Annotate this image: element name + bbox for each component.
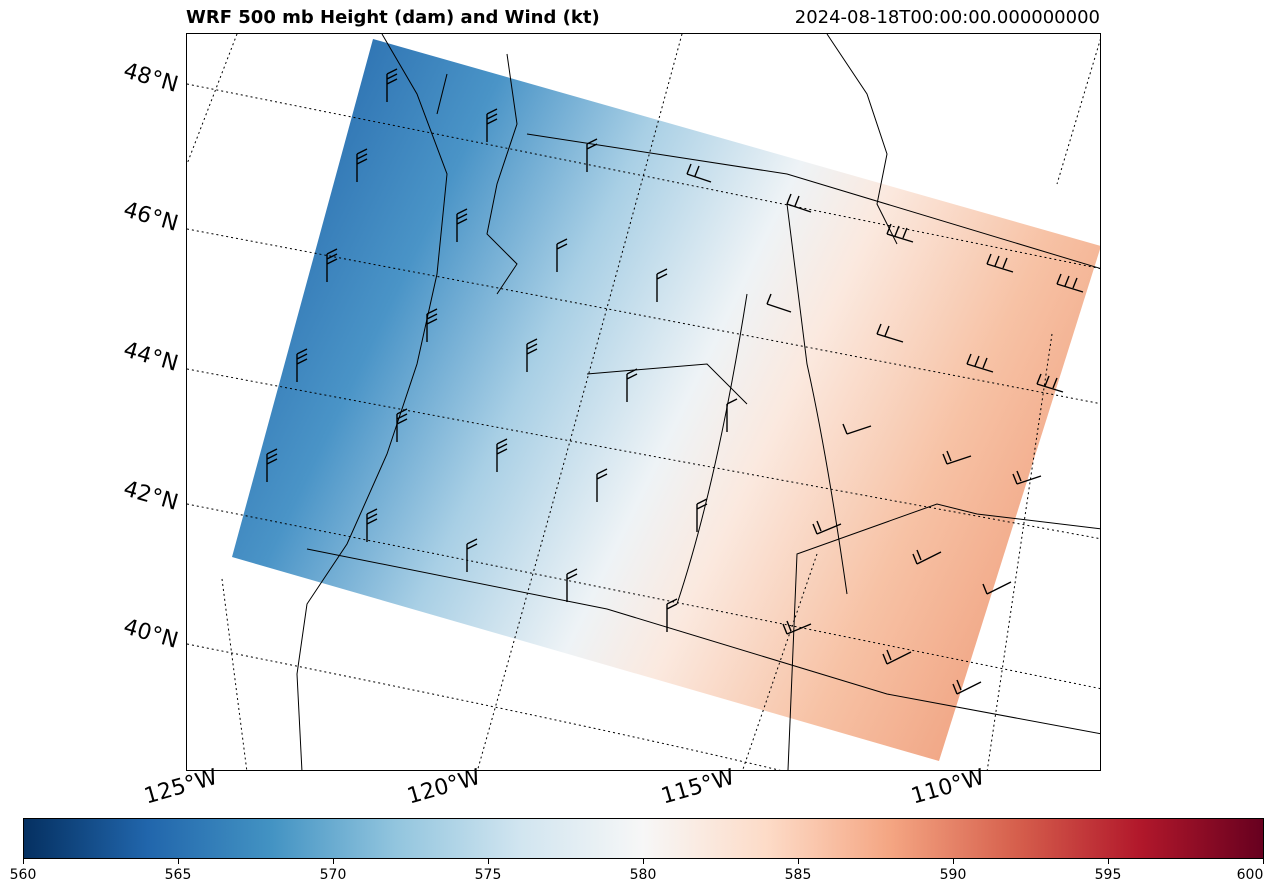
map-title: WRF 500 mb Height (dam) and Wind (kt) [186, 7, 600, 28]
lon-label-125: 125°W [141, 764, 221, 810]
colorbar-tick-label: 560 [9, 867, 37, 883]
colorbar [23, 818, 1264, 859]
colorbar-tick-label: 570 [319, 867, 347, 883]
lon-label-115: 115°W [658, 764, 738, 810]
coastlines [296, 34, 1100, 770]
colorbar-tick-label: 580 [629, 867, 657, 883]
map-canvas [187, 34, 1100, 770]
lat-label-46: 46°N [120, 197, 181, 237]
lat-label-42: 42°N [120, 476, 181, 516]
map-panel[interactable] [186, 33, 1101, 771]
wind-barbs [266, 68, 1084, 695]
lat-label-40: 40°N [120, 614, 181, 654]
colorbar-tick-label: 565 [164, 867, 192, 883]
valid-time: 2024-08-18T00:00:00.000000000 [794, 7, 1100, 28]
colorbar-tick-label: 575 [474, 867, 502, 883]
colorbar-tick-label: 595 [1094, 867, 1122, 883]
graticule [187, 34, 1100, 770]
lat-label-48: 48°N [120, 58, 181, 98]
colorbar-tick-label: 600 [1236, 867, 1264, 883]
lat-label-44: 44°N [120, 337, 181, 377]
lon-label-110: 110°W [908, 764, 988, 810]
lon-label-120: 120°W [404, 764, 484, 810]
colorbar-tick-label: 585 [784, 867, 812, 883]
height-field [232, 39, 1100, 761]
colorbar-tick-label: 590 [939, 867, 967, 883]
